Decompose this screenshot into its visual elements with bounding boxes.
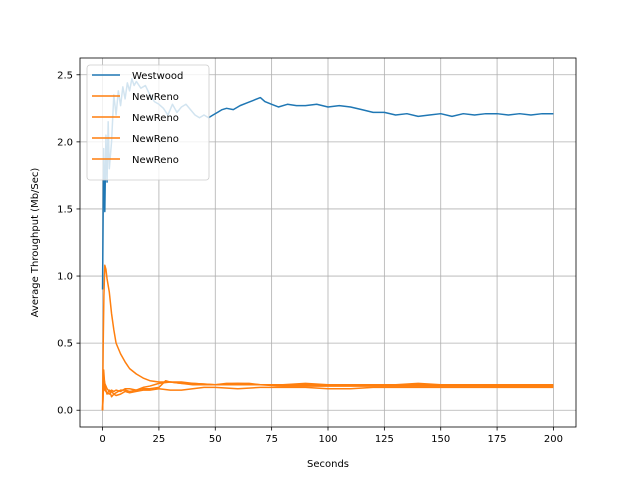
legend: Westwood NewReno NewReno NewReno NewReno bbox=[86, 64, 210, 181]
x-tick-label: 175 bbox=[488, 434, 507, 445]
x-tick-label: 200 bbox=[544, 434, 563, 445]
y-tick-label: 1.5 bbox=[57, 204, 73, 215]
y-tick-label: 0.5 bbox=[57, 339, 73, 350]
y-tick-label: 1.0 bbox=[57, 272, 73, 283]
x-tick-label: 100 bbox=[318, 434, 337, 445]
series-line-newreno-4 bbox=[101, 375, 554, 411]
x-axis-label: Seconds bbox=[307, 459, 349, 470]
legend-label: NewReno bbox=[132, 155, 179, 166]
y-axis-label: Average Throughput (Mb/Sec) bbox=[30, 168, 41, 318]
legend-box bbox=[86, 64, 210, 181]
ticks: 0 25 50 75 100 125 150 175 200 0.0 0.5 1.0 1.5 2.0 2.5 bbox=[57, 70, 563, 445]
grid bbox=[80, 58, 576, 427]
x-tick-label: 25 bbox=[153, 434, 166, 445]
x-tick-label: 50 bbox=[209, 434, 222, 445]
y-tick-label: 2.5 bbox=[57, 70, 73, 81]
x-tick-label: 150 bbox=[431, 434, 450, 445]
series-line-newreno-3 bbox=[101, 382, 554, 411]
legend-label: NewReno bbox=[132, 92, 179, 103]
y-tick-label: 2.0 bbox=[57, 137, 73, 148]
y-tick-label: 0.0 bbox=[57, 406, 73, 417]
x-tick-label: 125 bbox=[375, 434, 394, 445]
legend-label: NewReno bbox=[132, 134, 179, 145]
series-line-newreno-2 bbox=[101, 369, 554, 411]
legend-label: NewReno bbox=[132, 113, 179, 124]
x-tick-label: 75 bbox=[265, 434, 278, 445]
x-tick-label: 0 bbox=[99, 434, 105, 445]
legend-label: Westwood bbox=[132, 71, 183, 82]
